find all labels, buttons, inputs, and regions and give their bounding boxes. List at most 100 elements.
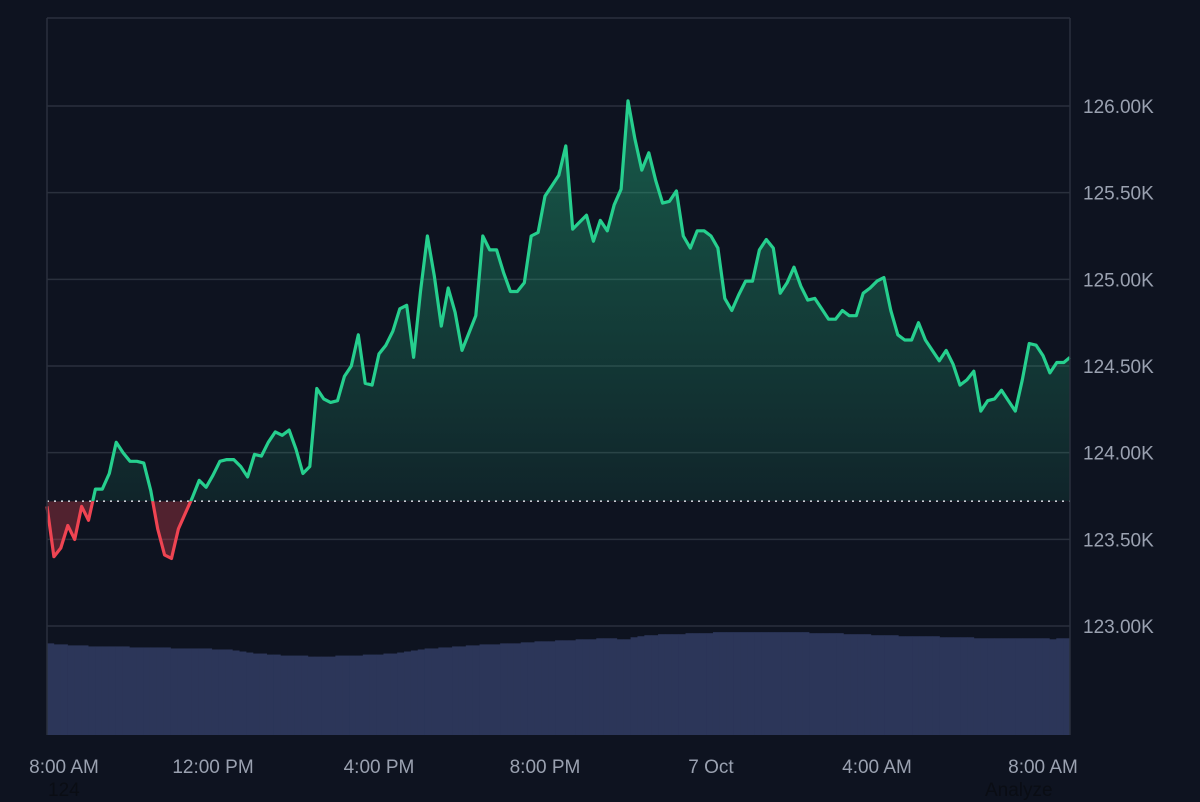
volume-bar [273, 654, 281, 735]
volume-bar [184, 648, 192, 735]
volume-bar [328, 656, 336, 735]
volume-bar [349, 655, 357, 735]
volume-bar [884, 635, 892, 735]
volume-bar [204, 648, 213, 735]
volume-bar [170, 648, 178, 735]
volume-bar [95, 646, 103, 735]
volume-bar [726, 632, 734, 735]
volume-bar [1049, 639, 1057, 735]
volume-bar [596, 638, 604, 735]
y-tick-label: 126.00K [1083, 97, 1154, 118]
y-axis: 123.00K 123.50K 124.00K 124.50K 125.00K 125.5… [1083, 97, 1154, 638]
volume-bar [603, 638, 611, 735]
volume-bar [1008, 638, 1016, 735]
volume-bar [143, 647, 151, 735]
volume-bar [1021, 638, 1030, 735]
volume-bar [802, 632, 810, 735]
volume-bar [733, 632, 741, 735]
volume-bar [280, 655, 288, 735]
volume-bar [129, 647, 137, 735]
volume-bar [404, 651, 412, 735]
volume-bar [47, 643, 55, 735]
volume-bar [239, 651, 247, 735]
x-axis: 8:00 AM 12:00 PM 4:00 PM 8:00 PM 7 Oct 4:00 A… [29, 757, 1078, 778]
y-tick-label: 125.00K [1083, 270, 1154, 291]
volume-bar [266, 654, 274, 735]
volume-bar [857, 634, 865, 735]
volume-bar [383, 653, 391, 735]
analyze-button[interactable]: Analyze [985, 780, 1053, 801]
volume-bar [376, 654, 384, 735]
volume-bar [905, 636, 913, 735]
volume-bar [287, 655, 295, 735]
volume-bar [1056, 638, 1064, 735]
volume-bar [561, 640, 570, 735]
volume-bar [864, 634, 872, 735]
volume-bar [1001, 638, 1009, 735]
volume-bar [747, 632, 755, 735]
volume-bar [520, 642, 528, 735]
volume-bar [960, 637, 968, 735]
volume-bar [397, 652, 405, 735]
volume-bar [582, 639, 590, 735]
volume-bar [946, 637, 954, 735]
volume-bar [822, 633, 830, 735]
volume-bar [465, 645, 473, 735]
volume-bar [424, 648, 432, 735]
volume-bar [877, 635, 885, 735]
volume-bar [761, 632, 769, 735]
volume-bar [555, 640, 563, 735]
volume-bar [225, 649, 233, 735]
volume-bar [1028, 638, 1036, 735]
volume-bar [101, 646, 110, 735]
volume-bar [967, 637, 975, 735]
volume-bar [658, 634, 666, 735]
volume-bar [898, 636, 906, 735]
volume-bar [836, 633, 844, 735]
volume-bar [232, 650, 240, 735]
volume-bar [67, 645, 75, 735]
volume-bar [115, 646, 123, 735]
volume-bar [781, 632, 789, 735]
volume-bar [740, 632, 748, 735]
volume-bar [246, 652, 254, 735]
volume-bar [438, 647, 446, 735]
volume-bar [671, 634, 679, 735]
volume-bar [932, 636, 940, 735]
x-tick-label: 12:00 PM [172, 757, 253, 778]
volume-bar [177, 648, 185, 735]
volume-bar [410, 650, 419, 735]
volume-bar [60, 644, 68, 735]
y-tick-label: 124.50K [1083, 357, 1154, 378]
volume-bar [342, 655, 350, 735]
x-tick-label: 8:00 AM [29, 757, 99, 778]
volume-bar [767, 632, 776, 735]
volume-bar [850, 634, 858, 735]
volume-bar [445, 647, 453, 735]
volume-bar [609, 638, 618, 735]
volume-bar [252, 653, 261, 735]
volume-bar [53, 644, 62, 735]
x-tick-label: 8:00 AM [1008, 757, 1078, 778]
volume-bar [541, 641, 549, 735]
volume-bar [163, 647, 171, 735]
volume-bar [891, 635, 899, 735]
volume-bar [218, 649, 226, 735]
volume-bar [88, 646, 96, 735]
volume-bar [479, 644, 487, 735]
volume-bar [678, 634, 686, 735]
volume-bar [795, 632, 803, 735]
volume-bar [719, 632, 728, 735]
volume-bar [685, 633, 693, 735]
volume-bar [575, 639, 583, 735]
volume-bar [1063, 638, 1071, 735]
crosshair-value-label: 124 [48, 780, 80, 801]
volume-bar [191, 648, 199, 735]
volume-bar [156, 647, 165, 735]
volume-bar [973, 638, 982, 735]
volume-bar [1035, 638, 1043, 735]
volume-bar [589, 639, 597, 735]
volume-bar [259, 653, 268, 735]
volume-bar [507, 643, 515, 735]
